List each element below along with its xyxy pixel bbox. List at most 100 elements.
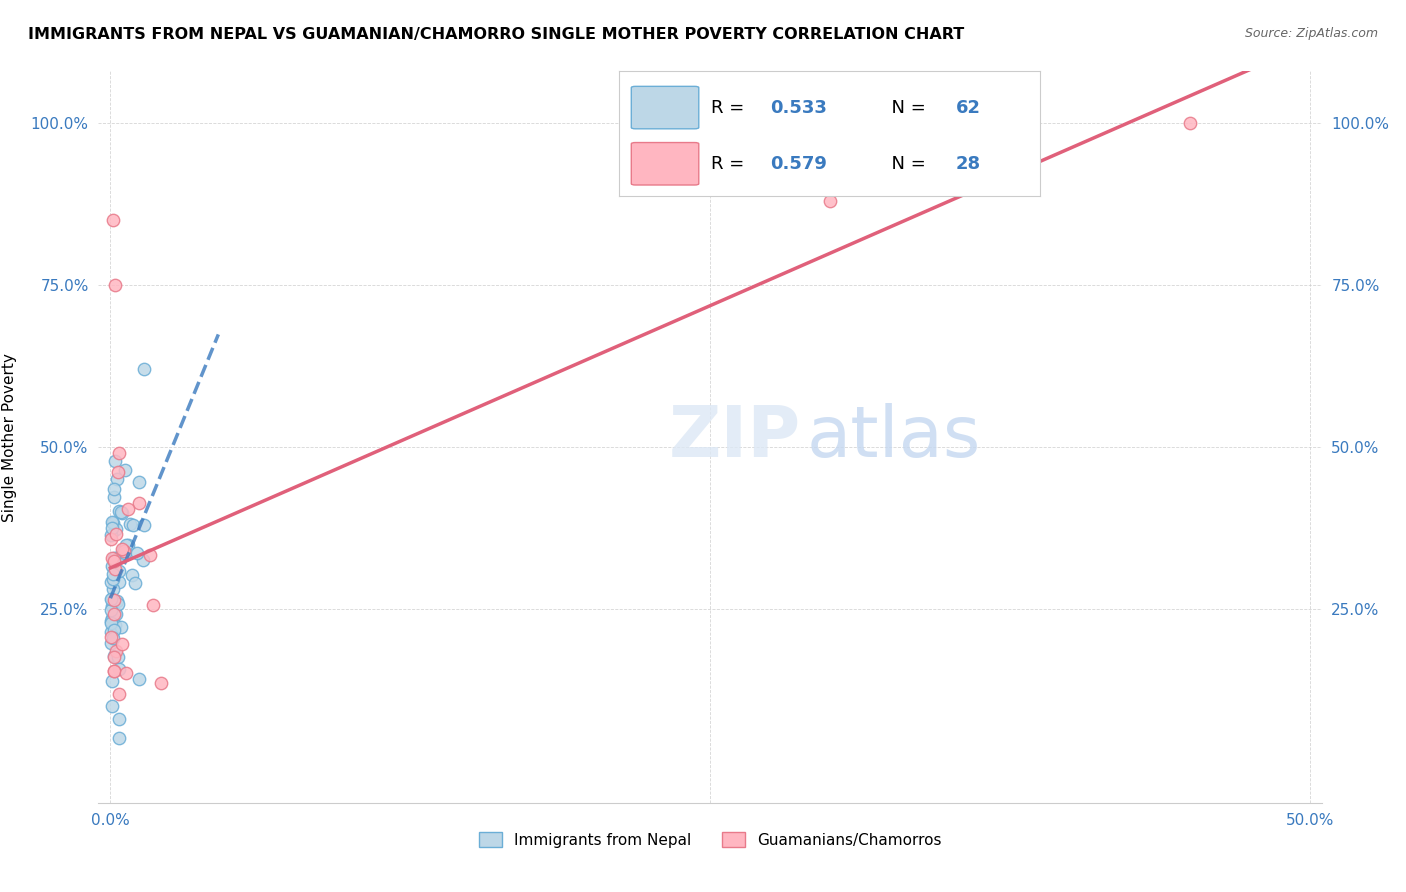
Guamanians/Chamorros	[117, 502, 139, 516]
Immigrants from Nepal	[103, 490, 125, 504]
Immigrants from Nepal	[100, 625, 122, 640]
Immigrants from Nepal	[101, 610, 124, 624]
Immigrants from Nepal	[104, 606, 127, 620]
Guamanians/Chamorros	[104, 644, 127, 658]
Immigrants from Nepal	[107, 598, 129, 612]
Immigrants from Nepal	[114, 463, 136, 477]
Immigrants from Nepal	[101, 591, 124, 606]
Immigrants from Nepal	[127, 545, 149, 559]
Text: N =: N =	[880, 99, 932, 117]
Immigrants from Nepal	[100, 592, 122, 607]
Text: R =: R =	[711, 99, 751, 117]
Immigrants from Nepal	[117, 538, 139, 552]
Text: R =: R =	[711, 155, 751, 173]
Immigrants from Nepal	[101, 516, 124, 530]
Guamanians/Chamorros	[107, 687, 129, 701]
Guamanians/Chamorros	[142, 599, 165, 613]
Text: Source: ZipAtlas.com: Source: ZipAtlas.com	[1244, 27, 1378, 40]
Guamanians/Chamorros	[104, 277, 127, 292]
Immigrants from Nepal	[108, 662, 131, 676]
Immigrants from Nepal	[100, 636, 122, 650]
Immigrants from Nepal	[103, 572, 125, 586]
Immigrants from Nepal	[101, 674, 124, 689]
Text: atlas: atlas	[806, 402, 981, 472]
Immigrants from Nepal	[132, 517, 155, 532]
Guamanians/Chamorros	[101, 550, 124, 565]
Text: 28: 28	[956, 155, 981, 173]
Immigrants from Nepal	[101, 559, 124, 574]
FancyBboxPatch shape	[631, 143, 699, 185]
Immigrants from Nepal	[104, 618, 127, 632]
Guamanians/Chamorros	[103, 664, 125, 678]
Immigrants from Nepal	[105, 552, 128, 566]
Immigrants from Nepal	[108, 712, 131, 726]
Guamanians/Chamorros	[139, 548, 162, 562]
Guamanians/Chamorros	[104, 526, 127, 541]
Guamanians/Chamorros	[100, 533, 122, 547]
Immigrants from Nepal	[101, 599, 124, 614]
Immigrants from Nepal	[103, 623, 125, 637]
Immigrants from Nepal	[100, 615, 122, 629]
Guamanians/Chamorros	[101, 213, 124, 227]
Text: 0.579: 0.579	[770, 155, 827, 173]
Immigrants from Nepal	[103, 482, 125, 496]
Immigrants from Nepal	[100, 521, 122, 535]
Immigrants from Nepal	[108, 503, 131, 517]
Immigrants from Nepal	[103, 554, 125, 568]
Immigrants from Nepal	[112, 542, 135, 557]
Immigrants from Nepal	[108, 574, 131, 589]
Immigrants from Nepal	[101, 516, 124, 530]
Immigrants from Nepal	[114, 546, 136, 560]
Guamanians/Chamorros	[1178, 116, 1201, 130]
Immigrants from Nepal	[128, 673, 150, 687]
Guamanians/Chamorros	[103, 664, 125, 678]
Immigrants from Nepal	[132, 362, 155, 376]
Immigrants from Nepal	[124, 576, 146, 591]
Guamanians/Chamorros	[112, 544, 135, 558]
Text: 0.533: 0.533	[770, 99, 827, 117]
Immigrants from Nepal	[103, 550, 125, 565]
Immigrants from Nepal	[105, 472, 128, 486]
Immigrants from Nepal	[122, 517, 145, 532]
Guamanians/Chamorros	[103, 554, 125, 568]
Immigrants from Nepal	[128, 475, 150, 489]
Immigrants from Nepal	[115, 538, 138, 552]
Guamanians/Chamorros	[115, 666, 138, 681]
Guamanians/Chamorros	[111, 637, 134, 651]
Guamanians/Chamorros	[103, 593, 125, 607]
Guamanians/Chamorros	[150, 676, 173, 690]
Immigrants from Nepal	[104, 607, 127, 622]
FancyBboxPatch shape	[631, 87, 699, 128]
Immigrants from Nepal	[111, 506, 134, 520]
Text: ZIP: ZIP	[668, 402, 800, 472]
Guamanians/Chamorros	[100, 630, 122, 644]
Guamanians/Chamorros	[103, 607, 125, 621]
Immigrants from Nepal	[101, 698, 124, 713]
Immigrants from Nepal	[107, 650, 129, 665]
Immigrants from Nepal	[100, 528, 122, 542]
Immigrants from Nepal	[108, 731, 131, 745]
Guamanians/Chamorros	[107, 465, 129, 479]
Guamanians/Chamorros	[818, 194, 841, 208]
Immigrants from Nepal	[100, 603, 122, 617]
Guamanians/Chamorros	[111, 541, 134, 556]
Immigrants from Nepal	[105, 550, 128, 565]
Legend: Immigrants from Nepal, Guamanians/Chamorros: Immigrants from Nepal, Guamanians/Chamor…	[472, 825, 948, 854]
Immigrants from Nepal	[100, 615, 122, 630]
Guamanians/Chamorros	[103, 650, 125, 665]
Immigrants from Nepal	[132, 553, 155, 567]
Immigrants from Nepal	[110, 619, 132, 633]
Immigrants from Nepal	[108, 565, 131, 579]
Text: IMMIGRANTS FROM NEPAL VS GUAMANIAN/CHAMORRO SINGLE MOTHER POVERTY CORRELATION CH: IMMIGRANTS FROM NEPAL VS GUAMANIAN/CHAMO…	[28, 27, 965, 42]
Text: 62: 62	[956, 99, 981, 117]
Immigrants from Nepal	[107, 594, 129, 608]
Y-axis label: Single Mother Poverty: Single Mother Poverty	[1, 352, 17, 522]
Immigrants from Nepal	[104, 454, 127, 468]
Immigrants from Nepal	[121, 568, 143, 582]
Immigrants from Nepal	[118, 516, 141, 531]
Immigrants from Nepal	[100, 575, 122, 590]
Immigrants from Nepal	[103, 566, 125, 581]
Immigrants from Nepal	[103, 649, 125, 664]
Text: N =: N =	[880, 155, 932, 173]
Immigrants from Nepal	[101, 582, 124, 596]
